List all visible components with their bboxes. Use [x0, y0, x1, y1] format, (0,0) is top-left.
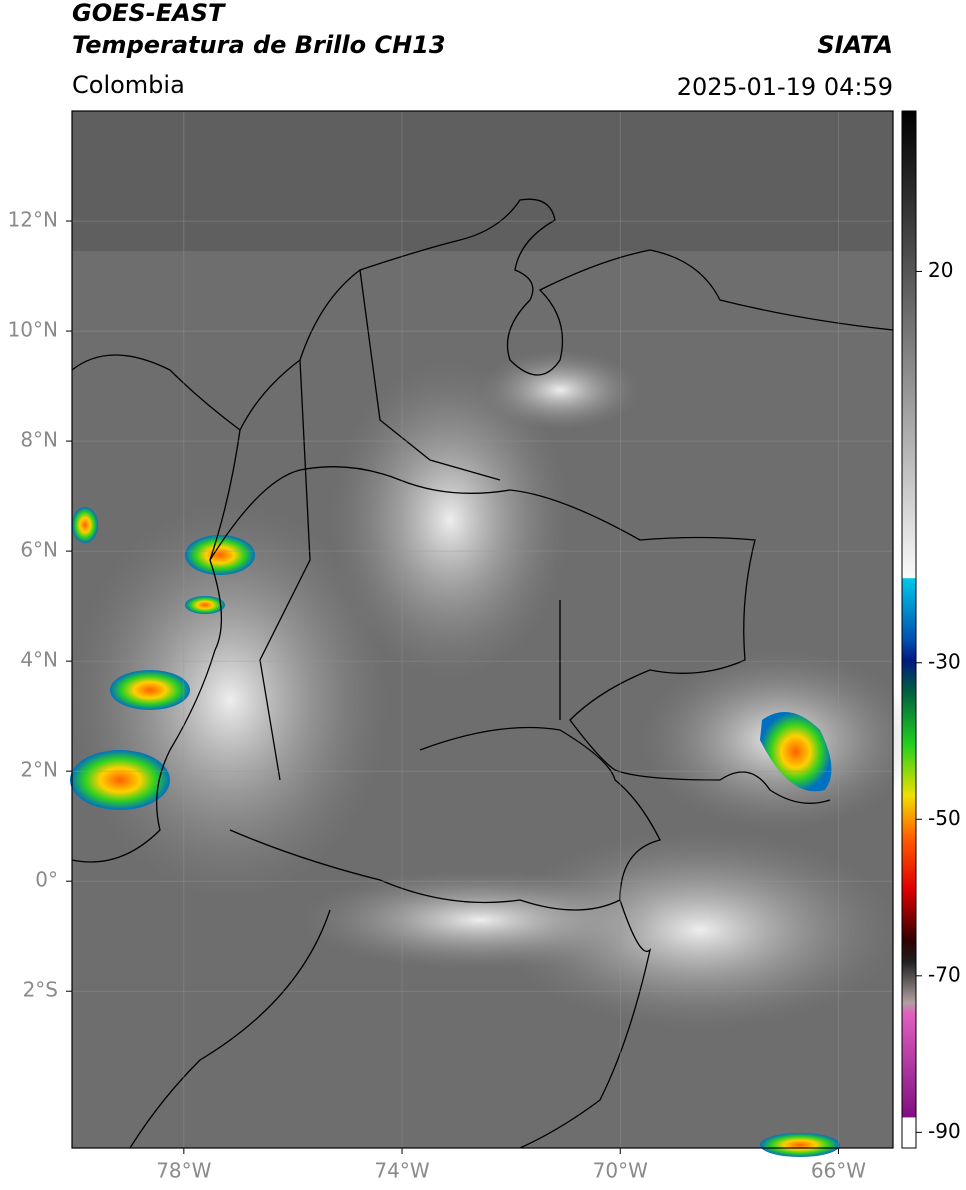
- lat-tick-label: 0°: [35, 868, 58, 892]
- lon-tick-label: 66°W: [811, 1159, 866, 1183]
- colorbar-tick-label: -90: [928, 1119, 961, 1143]
- map-image: [70, 111, 920, 1157]
- colorbar-tick-label: -50: [928, 806, 961, 830]
- lon-tick-label: 70°W: [593, 1159, 648, 1183]
- region: Colombia: [72, 71, 185, 99]
- lat-tick-label: 10°N: [8, 318, 58, 342]
- colorbar-tick-label: -70: [928, 962, 961, 986]
- lon-tick-label: 74°W: [374, 1159, 429, 1183]
- datetime: 2025-01-19 04:59: [677, 73, 893, 101]
- source: SIATA: [817, 31, 893, 59]
- lat-tick-label: 12°N: [8, 208, 58, 232]
- lat-tick-label: 8°N: [20, 428, 58, 452]
- lat-tick-label: 6°N: [20, 538, 58, 562]
- lon-tick-label: 78°W: [156, 1159, 211, 1183]
- lat-tick-label: 2°N: [20, 758, 58, 782]
- colorbar: [901, 110, 917, 1149]
- title: GOES-EAST: [72, 0, 226, 27]
- map-frame: [71, 110, 894, 1149]
- subtitle: Temperatura de Brillo CH13: [72, 31, 446, 59]
- lat-tick-label: 4°N: [20, 648, 58, 672]
- colorbar-tick-label: -30: [928, 649, 961, 673]
- lat-tick-label: 2°S: [23, 978, 58, 1002]
- graticule: [72, 111, 893, 1148]
- colorbar-tick-label: 20: [928, 258, 953, 282]
